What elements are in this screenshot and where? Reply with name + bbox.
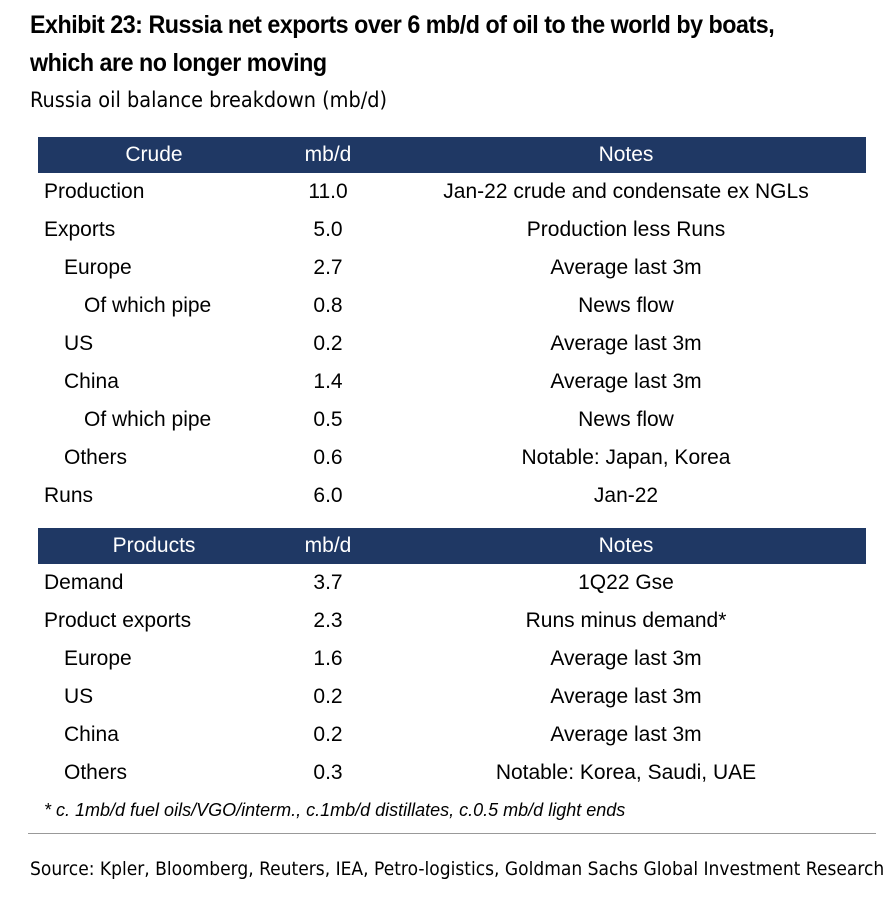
row-note: News flow <box>578 408 674 431</box>
row-value: 5.0 <box>313 218 343 241</box>
products-table: Products mb/d Notes Demand 3.7 1Q22 Gse … <box>38 528 866 792</box>
row-note: Average last 3m <box>550 685 702 708</box>
row-note: News flow <box>578 294 674 317</box>
row-label: Others <box>64 446 128 469</box>
table-row: Europe 2.7 Average last 3m <box>38 249 866 287</box>
header-notes: Notes <box>598 534 654 557</box>
table-row: Runs 6.0 Jan-22 <box>38 477 866 515</box>
row-value: 1.4 <box>313 370 343 393</box>
row-value: 2.7 <box>313 256 343 279</box>
table-row: China 1.4 Average last 3m <box>38 363 866 401</box>
row-value: 11.0 <box>308 180 348 203</box>
row-note: Production less Runs <box>526 218 726 241</box>
row-label: China <box>64 370 119 393</box>
row-label: Demand <box>44 571 124 594</box>
row-note: Average last 3m <box>550 723 702 746</box>
source-line: Source: Kpler, Bloomberg, Reuters, IEA, … <box>30 858 885 880</box>
row-label: Runs <box>44 484 94 507</box>
row-note: Average last 3m <box>550 647 702 670</box>
header-mbd: mb/d <box>304 143 352 166</box>
title-line-1: Exhibit 23: Russia net exports over 6 mb… <box>30 11 775 39</box>
table-row: China 0.2 Average last 3m <box>38 716 866 754</box>
row-value: 2.3 <box>313 609 343 632</box>
row-note: Notable: Korea, Saudi, UAE <box>495 761 757 784</box>
divider <box>28 833 876 834</box>
row-note: Jan-22 crude and condensate ex NGLs <box>443 180 809 203</box>
row-note: Runs minus demand* <box>525 609 727 632</box>
header-notes: Notes <box>598 143 654 166</box>
table-row: Exports 5.0 Production less Runs <box>38 211 866 249</box>
row-label: China <box>64 723 119 746</box>
row-value: 0.2 <box>313 723 343 746</box>
row-value: 0.2 <box>313 332 343 355</box>
row-label: Of which pipe <box>84 408 212 431</box>
row-label: Others <box>64 761 128 784</box>
row-note: Notable: Japan, Korea <box>521 446 731 469</box>
row-value: 0.8 <box>313 294 343 317</box>
row-note: Jan-22 <box>593 484 659 507</box>
footnote: * c. 1mb/d fuel oils/VGO/interm., c.1mb/… <box>44 800 626 820</box>
header-products: Products <box>112 534 196 557</box>
row-note: Average last 3m <box>550 370 702 393</box>
products-header-row: Products mb/d Notes <box>38 528 866 564</box>
table-row: Production 11.0 Jan-22 crude and condens… <box>38 173 866 211</box>
exhibit-subtitle: Russia oil balance breakdown (mb/d) <box>30 88 388 112</box>
table-row: Product exports 2.3 Runs minus demand* <box>38 602 866 640</box>
crude-table: Crude mb/d Notes Production 11.0 Jan-22 … <box>38 137 866 515</box>
row-note: Average last 3m <box>550 332 702 355</box>
row-value: 0.2 <box>313 685 343 708</box>
table-row: Demand 3.7 1Q22 Gse <box>38 564 866 602</box>
row-value: 0.5 <box>313 408 343 431</box>
row-value: 0.3 <box>313 761 343 784</box>
row-value: 3.7 <box>313 571 343 594</box>
row-label: Production <box>44 180 145 203</box>
row-value: 1.6 <box>313 647 343 670</box>
row-label: Europe <box>64 256 132 279</box>
table-row: Europe 1.6 Average last 3m <box>38 640 866 678</box>
crude-header-row: Crude mb/d Notes <box>38 137 866 173</box>
row-label: US <box>64 685 94 708</box>
table-row: Others 0.3 Notable: Korea, Saudi, UAE <box>38 754 866 792</box>
row-label: Europe <box>64 647 132 670</box>
table-row: US 0.2 Average last 3m <box>38 325 866 363</box>
row-label: Of which pipe <box>84 294 212 317</box>
row-label: Exports <box>44 218 116 241</box>
table-row: Of which pipe 0.5 News flow <box>38 401 866 439</box>
header-crude: Crude <box>125 143 183 166</box>
table-row: US 0.2 Average last 3m <box>38 678 866 716</box>
table-row: Of which pipe 0.8 News flow <box>38 287 866 325</box>
row-note: 1Q22 Gse <box>578 571 674 594</box>
title-line-2: which are no longer moving <box>30 49 327 77</box>
table-row: Others 0.6 Notable: Japan, Korea <box>38 439 866 477</box>
row-value: 0.6 <box>313 446 343 469</box>
exhibit-title: Exhibit 23: Russia net exports over 6 mb… <box>30 6 821 82</box>
row-label: Product exports <box>44 609 192 632</box>
row-label: US <box>64 332 94 355</box>
row-note: Average last 3m <box>550 256 702 279</box>
header-mbd: mb/d <box>304 534 352 557</box>
row-value: 6.0 <box>313 484 343 507</box>
